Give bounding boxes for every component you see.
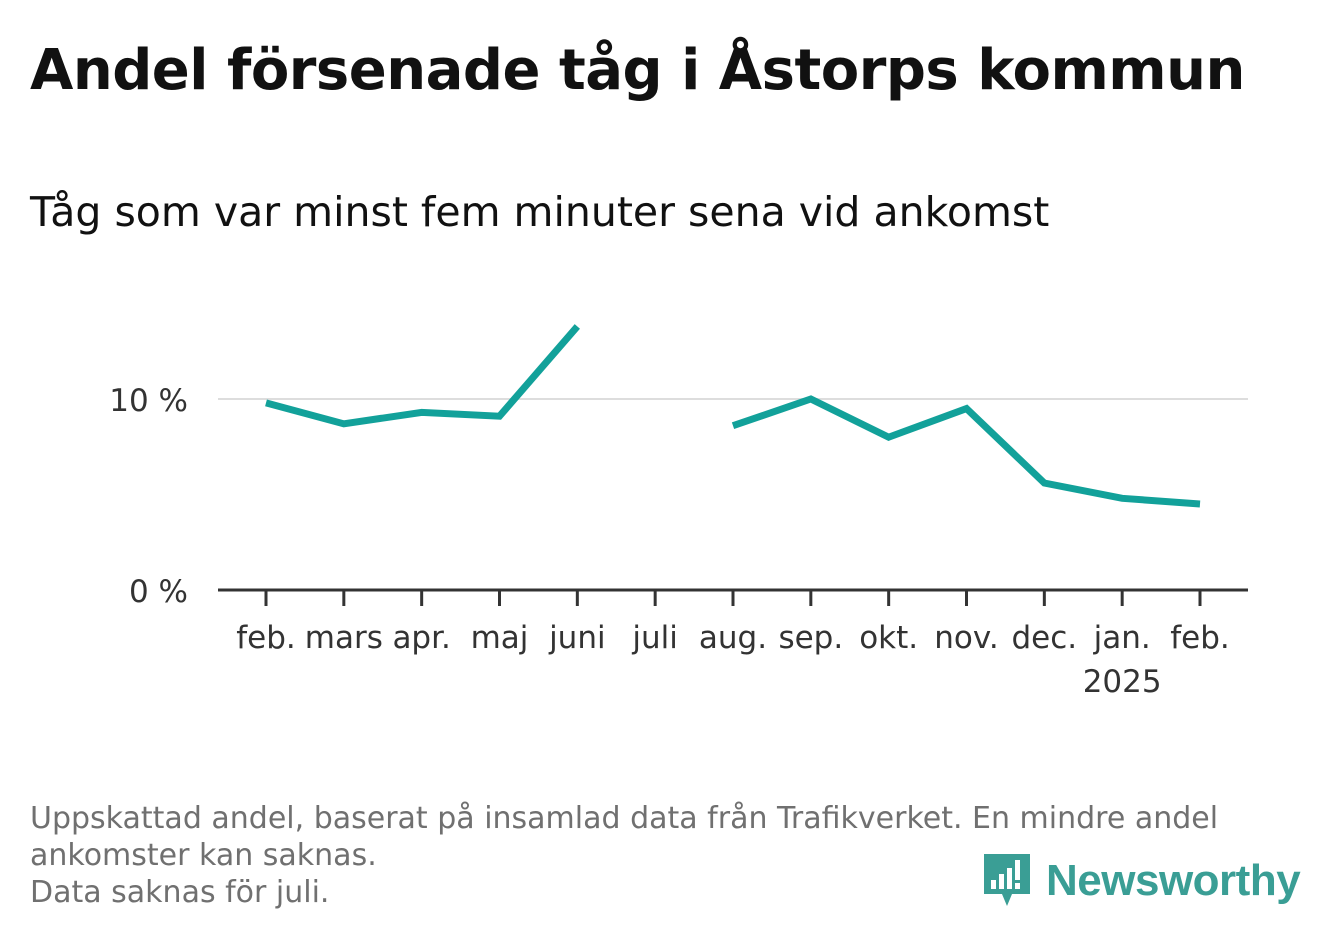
- data-point: [341, 421, 347, 427]
- data-point: [1041, 480, 1047, 486]
- x-tick-label: dec.: [1012, 620, 1078, 656]
- data-point: [886, 434, 892, 440]
- x-tick-label: nov.: [934, 620, 998, 656]
- x-tick-sublabel: 2025: [1083, 664, 1162, 700]
- x-tick-label: sep.: [778, 620, 843, 656]
- footnote: Uppskattad andel, baserat på insamlad da…: [30, 800, 1280, 911]
- line-chart: 0 %10 % feb. mars apr. maj juni juli aug. sep. o…: [109, 323, 1248, 700]
- data-point: [1119, 495, 1125, 501]
- y-tick-labels: 0 % 10 %: [109, 383, 188, 610]
- footnote-line-1: Uppskattad andel, baserat på insamlad da…: [30, 801, 1219, 836]
- x-tick-labels: feb. mars apr. maj juni juli aug. sep. okt. nov. d…: [236, 620, 1230, 700]
- data-point: [419, 409, 425, 415]
- chart-subtitle: Tåg som var minst fem minuter sena vid a…: [30, 188, 1050, 236]
- newsworthy-bar-chart-icon: [984, 854, 1030, 906]
- series-line-segment-2: [731, 395, 1201, 508]
- x-tick-label: apr.: [392, 620, 450, 656]
- series-line-layer: [263, 323, 1203, 508]
- data-point: [1197, 501, 1203, 507]
- x-tick-label: feb.: [236, 620, 296, 656]
- logo-text: Newsworthy: [1046, 856, 1301, 905]
- footnote-line-3: Data saknas för juli.: [30, 875, 330, 910]
- x-tick-label: maj: [471, 620, 529, 656]
- data-point: [808, 396, 814, 402]
- data-point: [497, 413, 503, 419]
- x-tick-label: feb.: [1170, 620, 1230, 656]
- x-tick-label: mars: [305, 620, 383, 656]
- x-tick-label: juni: [548, 620, 606, 656]
- data-point: [574, 323, 580, 329]
- data-point: [263, 400, 269, 406]
- y-tick-label: 0 %: [129, 574, 188, 610]
- chart-title: Andel försenade tåg i Åstorps kommun: [30, 38, 1245, 103]
- data-point: [964, 406, 970, 412]
- footnote-line-2: ankomster kan saknas.: [30, 838, 377, 873]
- x-tick-label: juli: [631, 620, 678, 656]
- y-tick-label: 10 %: [109, 383, 188, 419]
- x-axis: [218, 588, 1248, 606]
- x-tick-label: jan.: [1093, 620, 1151, 656]
- x-tick-label: aug.: [699, 620, 767, 656]
- x-tick-label: okt.: [859, 620, 918, 656]
- series-line-segment-1: [265, 324, 580, 428]
- newsworthy-logo: Newsworthy: [982, 852, 1301, 910]
- data-point: [730, 423, 736, 429]
